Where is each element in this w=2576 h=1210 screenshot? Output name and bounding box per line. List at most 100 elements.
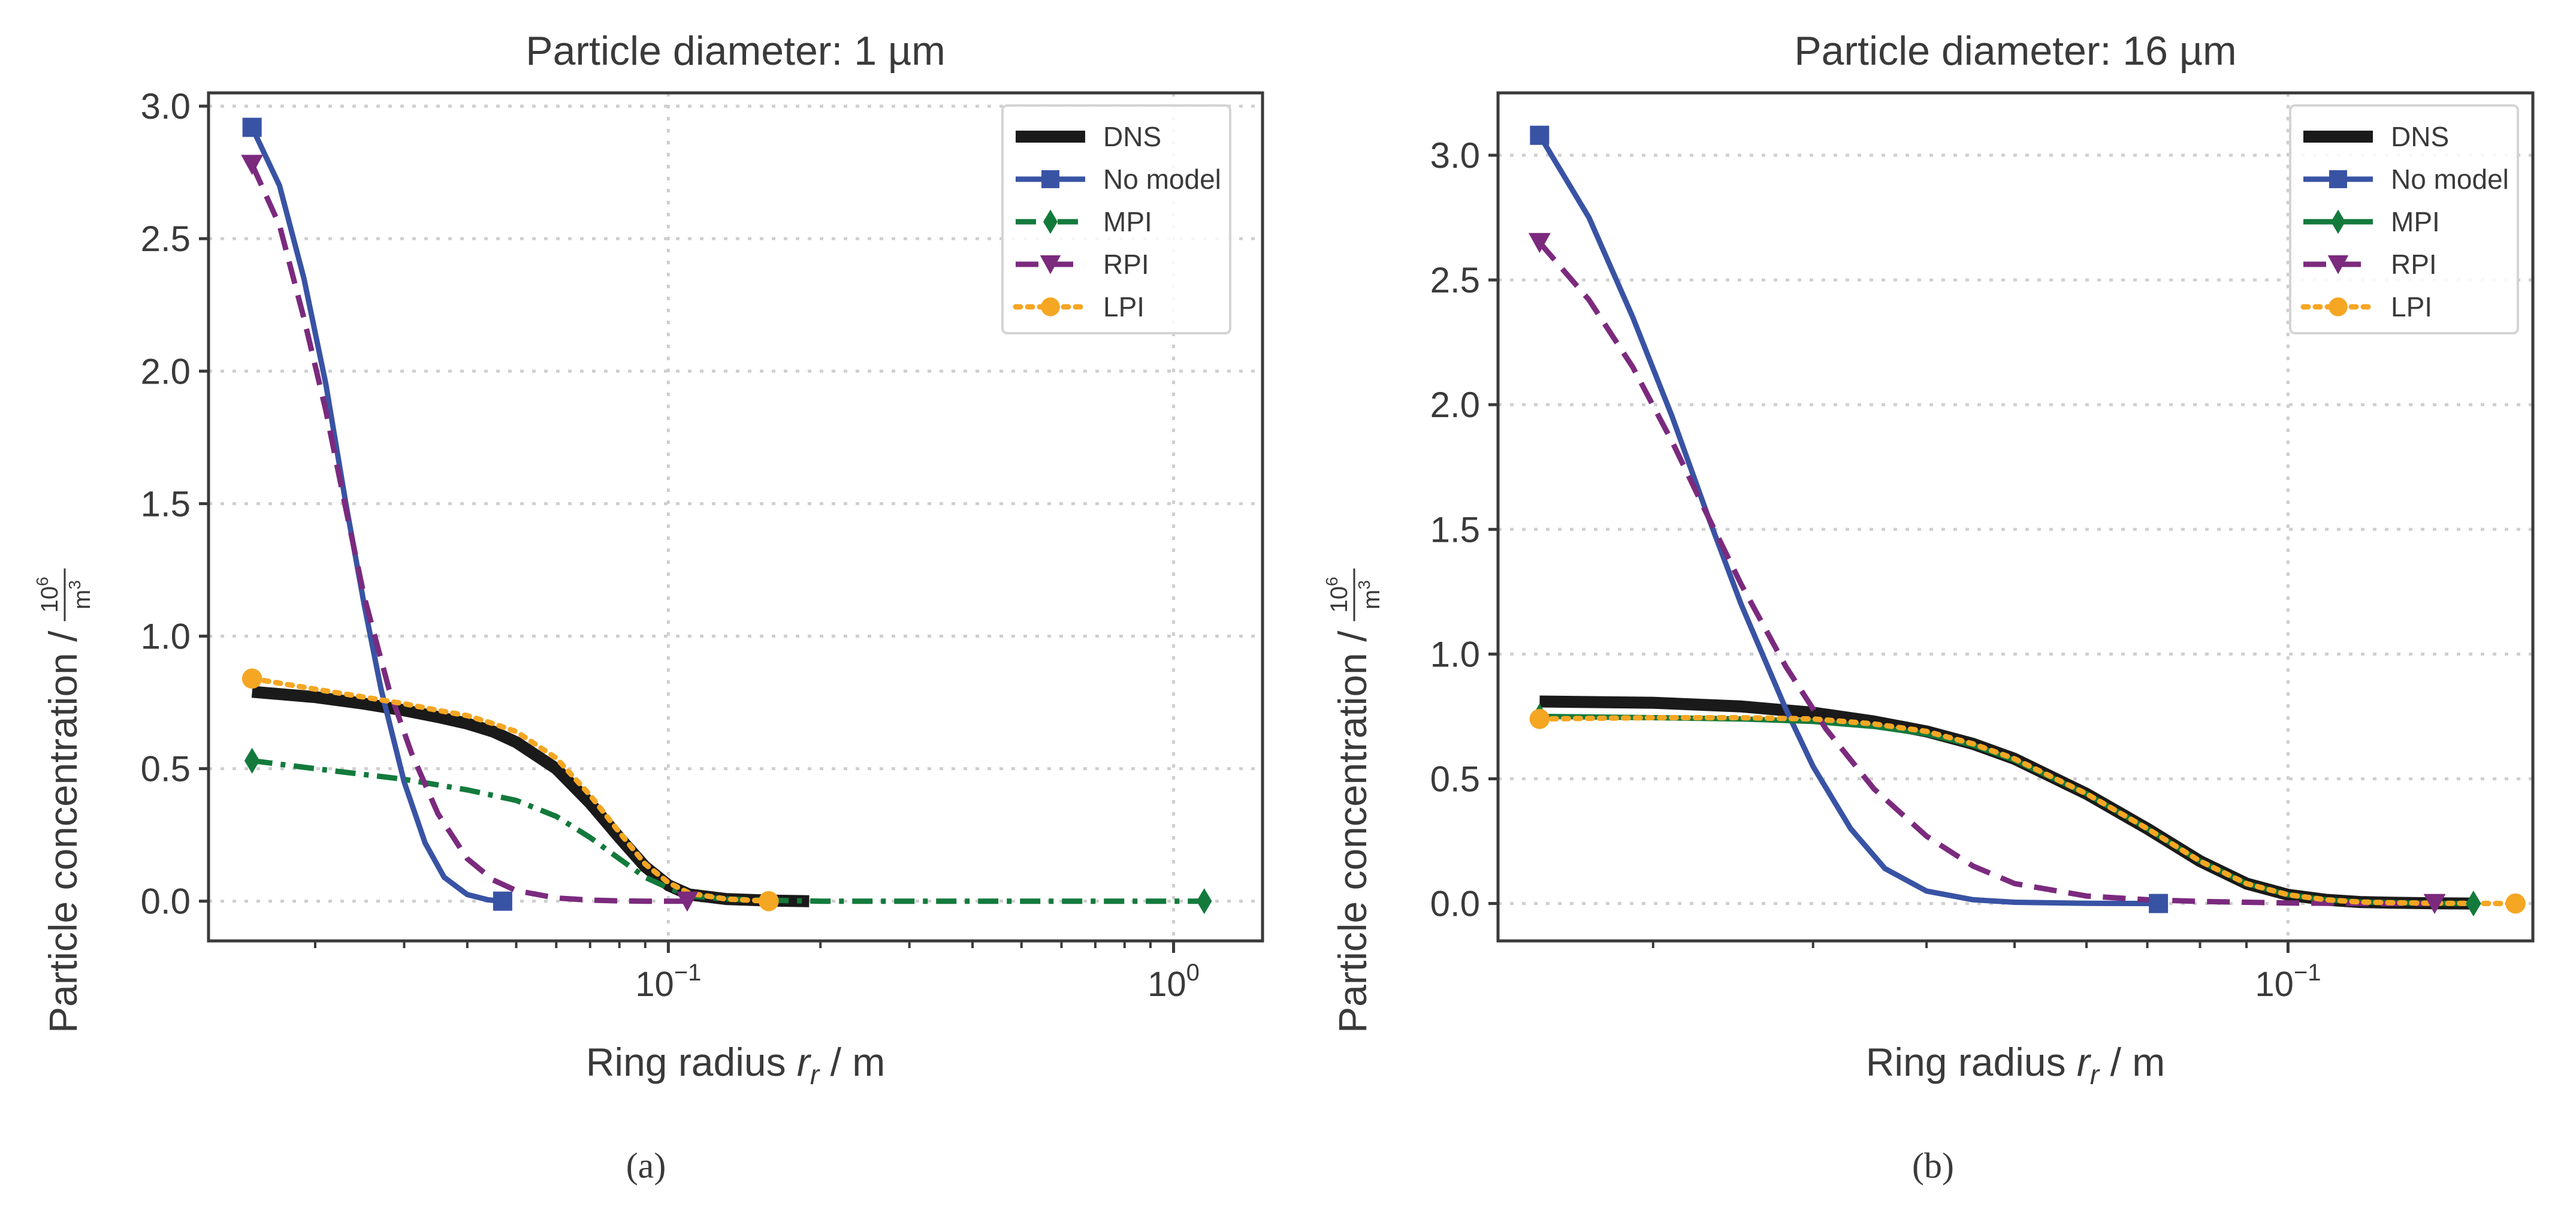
- y-axis-unit-numerator: 106: [33, 577, 63, 612]
- y-tick-label: 0.5: [141, 749, 191, 789]
- series-marker-no-model: [2149, 894, 2169, 913]
- series-line-lpi: [249, 675, 772, 904]
- y-tick-label: 3.0: [1430, 135, 1480, 176]
- series-line-dns: [251, 686, 810, 907]
- y-axis-unit-num-base: 10: [37, 586, 63, 613]
- x-axis-label-var: r: [797, 1040, 812, 1084]
- y-axis-unit-den-exp: 3: [65, 580, 84, 590]
- legend-marker-rpi: [1040, 255, 1061, 274]
- series-marker-mpi: [2466, 890, 2481, 917]
- y-axis-label-text: Particle concentration /: [41, 630, 85, 1033]
- legend: DNS No model MPI RPI LPI: [1001, 104, 1231, 334]
- legend-marker-rpi: [2327, 255, 2349, 274]
- series-marker-mpi: [244, 747, 260, 774]
- series-marker-lpi: [1529, 708, 1550, 729]
- y-tick-label: 3.0: [141, 86, 191, 126]
- y-axis-label: Particle concentration / 106 m3: [33, 568, 95, 1033]
- series-marker-mpi: [1196, 888, 1212, 915]
- y-axis-label-text: Particle concentration /: [1330, 630, 1375, 1033]
- legend-label: No model: [2391, 164, 2509, 195]
- x-tick-label: 10−1: [635, 959, 701, 1004]
- legend-label: MPI: [1103, 206, 1152, 237]
- x-tick-label-exp: −1: [2294, 959, 2321, 986]
- x-axis-label-text: Ring radius: [586, 1040, 797, 1084]
- legend-label: DNS: [2391, 121, 2449, 152]
- y-axis-unit-num-exp: 6: [33, 577, 52, 586]
- chart-panel-a: 0.00.51.01.52.02.53.010−1 100 Particle di…: [33, 28, 1264, 1185]
- series-lines: [1536, 134, 2518, 910]
- legend-label: LPI: [2391, 291, 2432, 322]
- axis-ticks: 0.00.51.01.52.02.53.010−1 100: [141, 86, 1200, 1004]
- legend-label: No model: [1103, 164, 1221, 195]
- series-line-mpi: [1539, 713, 2474, 907]
- y-axis-unit-denominator: m3: [1355, 580, 1385, 609]
- series-line-dns: [1539, 695, 2474, 910]
- y-tick-label: 1.0: [141, 616, 191, 656]
- series-line-no-model: [1537, 134, 2159, 907]
- x-axis-label: Ring radius rr / m: [1866, 1040, 2165, 1090]
- y-tick-label: 2.5: [1430, 260, 1480, 300]
- series-marker-rpi: [241, 155, 264, 175]
- legend-label: LPI: [1103, 291, 1144, 322]
- series-marker-rpi: [2423, 894, 2446, 915]
- series-line-lpi: [1536, 715, 2518, 907]
- series-lines: [249, 126, 1204, 907]
- legend-marker-lpi: [1041, 297, 1060, 316]
- legend-marker-no-model: [2329, 170, 2347, 188]
- series-marker-rpi: [1528, 233, 1551, 254]
- y-axis-unit-den-exp: 3: [1355, 580, 1373, 590]
- series-line-no-model: [249, 126, 503, 904]
- chart-title: Particle diameter: 1 µm: [526, 28, 946, 74]
- y-axis-unit-denominator: m3: [65, 580, 95, 609]
- legend: DNS No model MPI RPI LPI: [2289, 104, 2519, 334]
- series-line-mpi: [252, 758, 1204, 904]
- y-tick-label: 1.5: [141, 484, 191, 524]
- legend-label: RPI: [1103, 249, 1149, 280]
- series-markers: [1528, 125, 2526, 917]
- x-tick-label-base: 10: [2255, 965, 2294, 1004]
- y-axis-unit-num-base: 10: [1326, 586, 1352, 613]
- y-tick-label: 2.0: [141, 351, 191, 391]
- series-line-rpi: [1537, 240, 2435, 907]
- y-axis-label: Particle concentration / 106 m3: [1322, 568, 1385, 1033]
- y-axis-unit-den-base: m: [69, 590, 95, 609]
- x-axis-label-text: Ring radius: [1866, 1040, 2077, 1084]
- x-axis-label: Ring radius rr / m: [586, 1040, 885, 1090]
- legend-label: MPI: [2391, 206, 2440, 237]
- legend-marker-no-model: [1041, 170, 1059, 188]
- y-tick-label: 0.0: [141, 882, 191, 922]
- x-axis-label-unit: / m: [819, 1040, 885, 1084]
- y-tick-label: 1.5: [1430, 509, 1480, 550]
- panel-caption: (a): [626, 1146, 666, 1185]
- x-axis-label-sub: r: [2090, 1059, 2100, 1090]
- x-tick-label: 100: [1147, 959, 1200, 1004]
- axis-ticks: 0.0 0.5 1.0 1.5 2.0 2.5 3.0 10−1: [1430, 135, 2321, 1004]
- panel-caption: (b): [1912, 1146, 1954, 1185]
- series-marker-rpi: [676, 891, 699, 912]
- x-tick-label-base: 10: [1147, 965, 1186, 1004]
- series-marker-no-model: [1530, 125, 1550, 145]
- legend-label: DNS: [1103, 121, 1161, 152]
- legend-label: RPI: [2391, 249, 2437, 280]
- legend-box: [1001, 104, 1231, 334]
- series-markers: [241, 117, 1212, 915]
- legend-marker-mpi: [1043, 209, 1058, 234]
- legend-box: [2289, 104, 2519, 334]
- x-tick-label-exp: 0: [1186, 959, 1200, 986]
- x-tick-label-base: 10: [635, 965, 674, 1004]
- y-axis-unit-numerator: 106: [1322, 577, 1352, 612]
- chart-panel-b: 0.00.51.01.52.02.53.010−1 Particle diame…: [1322, 28, 2535, 1185]
- y-tick-label: 0.5: [1430, 759, 1480, 799]
- chart-title: Particle diameter: 16 µm: [1794, 28, 2236, 74]
- y-tick-label: 2.5: [141, 219, 191, 259]
- x-axis-label-var: r: [2077, 1040, 2092, 1084]
- legend-marker-lpi: [2329, 297, 2348, 316]
- x-axis-label-unit: / m: [2099, 1040, 2165, 1084]
- y-tick-label: 0.0: [1430, 884, 1480, 924]
- x-tick-label: 10−1: [2255, 959, 2321, 1004]
- x-tick-label-exp: −1: [674, 959, 702, 986]
- series-marker-lpi: [2505, 893, 2526, 914]
- legend-marker-mpi: [2331, 209, 2345, 234]
- y-tick-label: 2.0: [1430, 385, 1480, 425]
